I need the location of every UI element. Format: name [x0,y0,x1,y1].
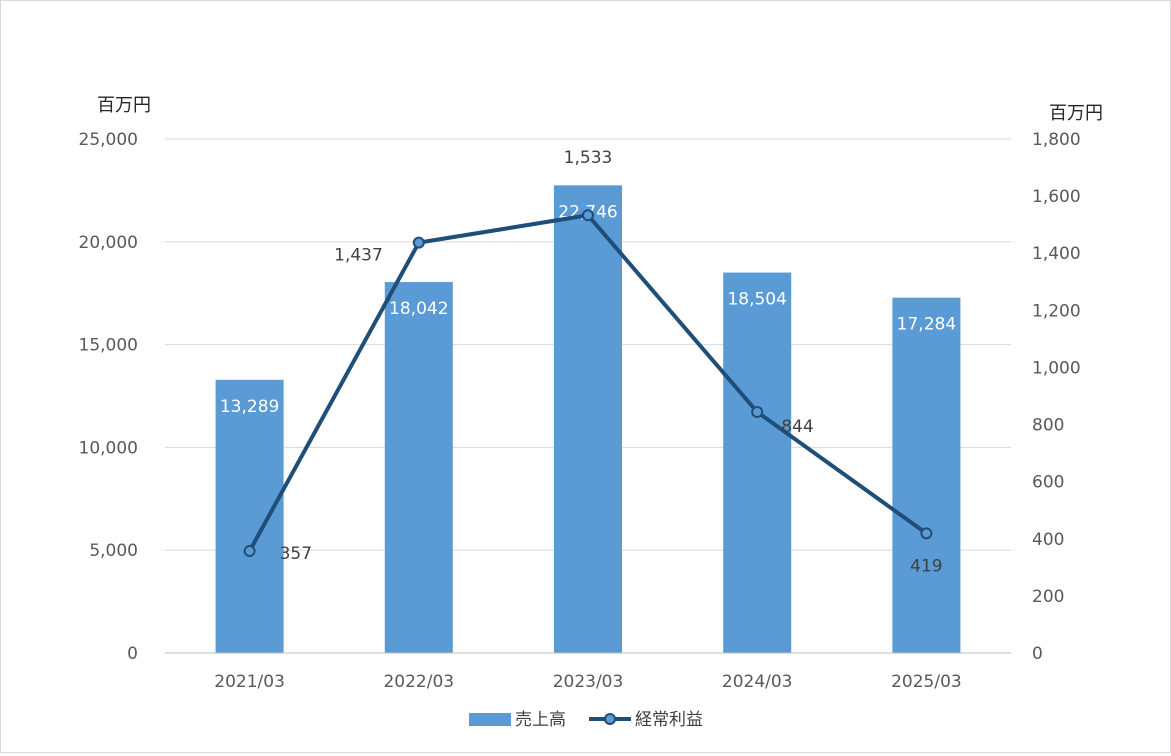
line-data-label: 357 [280,544,312,564]
bar [215,379,284,653]
line-data-label: 1,533 [564,148,613,168]
line-data-label: 844 [781,417,813,437]
bar [723,272,792,653]
y-left-tick-label: 25,000 [79,130,138,150]
line-point [243,545,256,558]
line-point [412,236,425,249]
line-point [920,527,933,540]
y-right-tick-label: 1,200 [1032,301,1081,321]
y-left-unit-label: 百万円 [97,95,151,116]
line-data-label: 419 [910,556,942,576]
bar-data-label: 18,504 [727,290,786,310]
y-right-tick-label: 600 [1032,473,1064,493]
legend: 売上高 経常利益 [469,710,703,730]
y-right-tick-label: 1,600 [1032,187,1081,207]
y-right-unit-label: 百万円 [1049,103,1103,124]
bar [384,282,453,653]
legend-label: 売上高 [515,710,566,730]
axes: 0 5,000 10,000 15,000 20,000 25,000 百万円 0 200 400… [79,95,1103,692]
y-left-tick-label: 5,000 [89,541,138,561]
x-tick-label: 2023/03 [553,672,624,692]
legend-swatch-bar [469,713,511,726]
x-tick-label: 2021/03 [214,672,285,692]
bar-data-label: 18,042 [389,299,448,319]
y-right-tick-label: 200 [1032,587,1064,607]
y-right-tick-label: 1,800 [1032,130,1081,150]
line-data-label: 1,437 [334,246,383,266]
y-left-tick-label: 10,000 [79,438,138,458]
bar-data-label: 13,289 [220,397,279,417]
x-tick-label: 2024/03 [722,672,793,692]
line-data-labels: 357 1,437 1,533 844 419 [280,148,943,576]
bar [554,185,622,654]
bar [892,297,961,653]
y-right-tick-label: 1,000 [1032,358,1081,378]
y-right-tick-label: 1,400 [1032,244,1081,264]
line-point [582,209,594,222]
line-point [751,405,764,418]
y-left-tick-label: 0 [127,644,138,664]
x-tick-label: 2022/03 [383,672,454,692]
bar-data-label: 17,284 [897,315,956,335]
y-right-tick-label: 0 [1032,644,1043,664]
x-tick-label: 2025/03 [891,672,962,692]
y-left-tick-label: 20,000 [79,233,138,253]
bar-series [215,185,961,654]
legend-swatch-marker [604,713,616,725]
y-right-tick-label: 400 [1032,530,1064,550]
line-series [243,209,933,558]
y-right-tick-label: 800 [1032,416,1064,436]
y-left-tick-label: 15,000 [79,336,138,356]
legend-label: 経常利益 [635,710,703,730]
